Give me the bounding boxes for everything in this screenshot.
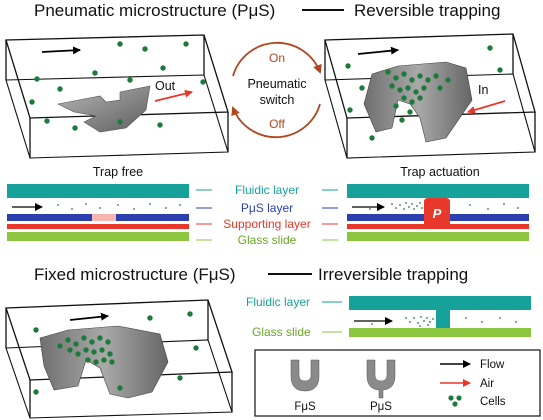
air-out-arrow [154, 89, 193, 102]
glass-slide-label: Glass slide [238, 233, 297, 247]
layer-connectors [196, 189, 338, 241]
pus-layer-label: PμS layer [241, 201, 293, 215]
legend-cells: Cells [480, 396, 506, 408]
switch-off-label: Off [269, 117, 285, 131]
cells-box2 [345, 45, 503, 141]
trap-actuation-caption: Trap actuation [400, 165, 479, 179]
box-trap-free [5, 34, 229, 159]
legend-air: Air [480, 378, 494, 390]
in-label: In [478, 83, 488, 97]
fixed-glass-label: Glass slide [252, 325, 311, 339]
cells-box3 [33, 311, 199, 395]
pus-shape-icon [366, 359, 396, 399]
cross-section-fixed [349, 296, 531, 337]
flow-arrow-box3 [69, 312, 109, 321]
supporting-layer-label: Supporting layer [223, 217, 310, 231]
cross-section-trap-free [7, 184, 189, 241]
air-in-arrow [467, 100, 506, 114]
cells-box1 [29, 41, 206, 131]
switch-on-arrow [232, 41, 322, 77]
switch-off-arrow [231, 103, 321, 139]
trap-free-caption: Trap free [93, 165, 143, 179]
cells-legend-icon [448, 395, 462, 407]
legend: FμS PμS Flow Air Cells [254, 349, 541, 417]
out-label: Out [155, 79, 176, 93]
flow-arrow-box1 [41, 46, 81, 55]
legend-flow: Flow [480, 359, 505, 371]
switch-label-line2: switch [260, 93, 295, 107]
fixed-title: Fixed microstructure (FμS) [34, 265, 236, 284]
switch-on-label: On [269, 51, 285, 65]
p-label: P [433, 206, 442, 221]
legend-fus: FμS [294, 401, 316, 413]
flow-arrow-box2 [357, 46, 399, 55]
irreversible-title: Irreversible trapping [318, 265, 468, 284]
u-trap-raised [363, 61, 473, 143]
fixed-fluidic-label: Fluidic layer [246, 295, 310, 309]
fluidic-layer-label: Fluidic layer [235, 183, 299, 197]
reversible-title: Reversible trapping [354, 1, 500, 20]
switch-label-line1: Pneumatic [247, 77, 306, 91]
pneumatic-title: Pneumatic microstructure (PμS) [34, 1, 275, 20]
fus-shape-icon [290, 359, 320, 392]
u-trap-flat [57, 85, 151, 133]
cross-section-trap-actuation: P [347, 184, 529, 241]
legend-pus: PμS [370, 401, 392, 413]
